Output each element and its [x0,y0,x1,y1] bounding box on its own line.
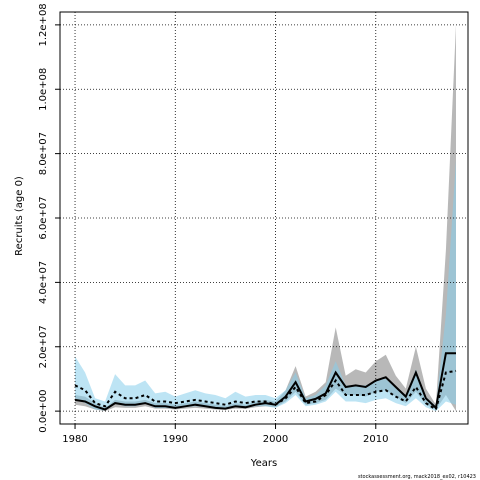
confidence-band-1 [75,24,456,412]
y-tick-label-2: 4.0e+07 [38,261,49,304]
y-tick-label-0: 0.0e+00 [38,390,49,433]
confidence-bands [75,24,456,412]
x-tick-label-2000: 2000 [263,434,288,445]
x-tick-label-1990: 1990 [163,434,188,445]
y-tick-label-3: 6.0e+07 [38,196,49,239]
x-axis-title: Years [250,458,277,469]
y-axis: 0.0e+00 2.0e+07 4.0e+07 6.0e+07 8.0e+07 1.0e+… [38,3,60,433]
y-tick-label-1: 2.0e+07 [38,325,49,368]
confidence-band-2 [75,160,456,412]
y-tick-label-4: 8.0e+07 [38,132,49,175]
x-tick-label-1980: 1980 [62,434,87,445]
series-lines [74,352,457,412]
series-line-1 [74,352,456,411]
y-tick-label-6: 1.2e+08 [38,3,49,46]
x-tick-label-2010: 2010 [363,434,388,445]
credit-text: stockassessment.org, mack2018_ex02, r104… [358,474,476,480]
grid-lines [60,12,468,424]
series-line-2 [74,369,457,412]
x-axis: 1980 1990 2000 2010 [62,424,389,445]
y-tick-label-5: 1.0e+08 [38,68,49,111]
y-axis-title: Recruits (age 0) [14,176,25,256]
